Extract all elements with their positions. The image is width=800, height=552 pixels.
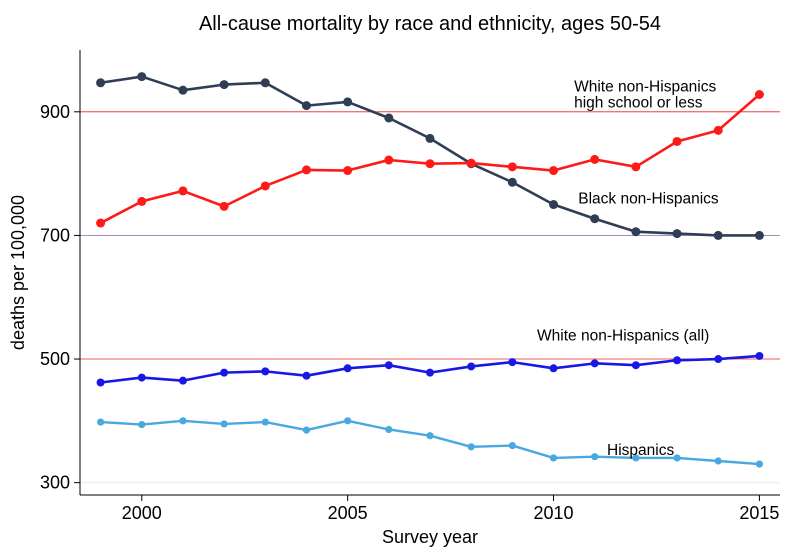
marker-black-non-hispanics bbox=[426, 134, 435, 143]
marker-hispanics bbox=[591, 453, 598, 460]
marker-white-non-hispanics-all bbox=[261, 367, 269, 375]
marker-hispanics bbox=[385, 426, 392, 433]
y-tick-label: 700 bbox=[40, 225, 70, 245]
marker-black-non-hispanics bbox=[178, 86, 187, 95]
marker-white-non-hispanics-all bbox=[385, 361, 393, 369]
marker-white-non-hispanics-all bbox=[426, 369, 434, 377]
x-tick-label: 2015 bbox=[739, 503, 779, 523]
marker-white-non-hispanics-all bbox=[467, 362, 475, 370]
y-tick-label: 300 bbox=[40, 473, 70, 493]
marker-black-non-hispanics bbox=[220, 80, 229, 89]
marker-white-non-hispanics-all bbox=[138, 374, 146, 382]
marker-white-non-hispanics-hs bbox=[631, 162, 640, 171]
marker-white-non-hispanics-hs bbox=[220, 202, 229, 211]
mortality-line-chart: 2000 2005 2010 2015 300 500 700 900 All-cause … bbox=[0, 0, 800, 552]
marker-white-non-hispanics-all bbox=[302, 372, 310, 380]
label-hispanics: Hispanics bbox=[607, 442, 674, 459]
marker-hispanics bbox=[179, 417, 186, 424]
marker-white-non-hispanics-hs bbox=[302, 165, 311, 174]
marker-white-non-hispanics-hs bbox=[467, 159, 476, 168]
marker-white-non-hispanics-hs bbox=[714, 126, 723, 135]
marker-white-non-hispanics-hs bbox=[426, 159, 435, 168]
marker-white-non-hispanics-hs bbox=[178, 186, 187, 195]
marker-black-non-hispanics bbox=[549, 200, 558, 209]
x-tick-label: 2000 bbox=[122, 503, 162, 523]
marker-hispanics bbox=[138, 421, 145, 428]
marker-white-non-hispanics-all bbox=[591, 359, 599, 367]
marker-hispanics bbox=[509, 442, 516, 449]
marker-black-non-hispanics bbox=[590, 214, 599, 223]
marker-white-non-hispanics-hs bbox=[96, 219, 105, 228]
marker-white-non-hispanics-hs bbox=[261, 181, 270, 190]
marker-white-non-hispanics-hs bbox=[137, 197, 146, 206]
marker-white-non-hispanics-all bbox=[97, 379, 105, 387]
y-tick-label: 500 bbox=[40, 349, 70, 369]
marker-white-non-hispanics-hs bbox=[590, 155, 599, 164]
y-axis-label: deaths per 100,000 bbox=[8, 195, 28, 350]
marker-hispanics bbox=[221, 420, 228, 427]
marker-black-non-hispanics bbox=[302, 101, 311, 110]
marker-black-non-hispanics bbox=[631, 227, 640, 236]
x-axis: 2000 2005 2010 2015 bbox=[80, 495, 780, 523]
x-axis-label: Survey year bbox=[382, 527, 478, 547]
label-black-non-hispanics: Black non-Hispanics bbox=[578, 190, 719, 207]
marker-hispanics bbox=[715, 457, 722, 464]
marker-black-non-hispanics bbox=[714, 231, 723, 240]
marker-hispanics bbox=[262, 418, 269, 425]
chart-svg: 2000 2005 2010 2015 300 500 700 900 All-cause … bbox=[0, 0, 800, 552]
marker-white-non-hispanics-all bbox=[755, 352, 763, 360]
marker-hispanics bbox=[344, 417, 351, 424]
marker-black-non-hispanics bbox=[508, 178, 517, 187]
y-tick-label: 900 bbox=[40, 102, 70, 122]
marker-hispanics bbox=[426, 432, 433, 439]
marker-white-non-hispanics-hs bbox=[549, 166, 558, 175]
marker-black-non-hispanics bbox=[755, 231, 764, 240]
marker-white-non-hispanics-hs bbox=[755, 90, 764, 99]
label-white-non-hispanics-all: White non-Hispanics (all) bbox=[537, 327, 709, 344]
marker-hispanics bbox=[756, 460, 763, 467]
x-tick-label: 2010 bbox=[534, 503, 574, 523]
label-white-non-hispanics-hs: White non-Hispanicshigh school or less bbox=[574, 78, 716, 111]
marker-white-non-hispanics-all bbox=[632, 361, 640, 369]
marker-black-non-hispanics bbox=[96, 78, 105, 87]
marker-hispanics bbox=[97, 418, 104, 425]
marker-white-non-hispanics-all bbox=[550, 364, 558, 372]
marker-white-non-hispanics-all bbox=[714, 355, 722, 363]
marker-black-non-hispanics bbox=[343, 97, 352, 106]
marker-hispanics bbox=[673, 454, 680, 461]
marker-white-non-hispanics-hs bbox=[343, 166, 352, 175]
marker-white-non-hispanics-all bbox=[220, 369, 228, 377]
marker-hispanics bbox=[468, 443, 475, 450]
marker-black-non-hispanics bbox=[137, 72, 146, 81]
marker-white-non-hispanics-hs bbox=[508, 162, 517, 171]
marker-white-non-hispanics-all bbox=[508, 358, 516, 366]
marker-white-non-hispanics-hs bbox=[384, 156, 393, 165]
marker-white-non-hispanics-hs bbox=[673, 137, 682, 146]
marker-hispanics bbox=[550, 454, 557, 461]
marker-black-non-hispanics bbox=[673, 229, 682, 238]
marker-black-non-hispanics bbox=[261, 78, 270, 87]
marker-white-non-hispanics-all bbox=[673, 356, 681, 364]
marker-black-non-hispanics bbox=[384, 113, 393, 122]
marker-hispanics bbox=[303, 427, 310, 434]
marker-white-non-hispanics-all bbox=[344, 364, 352, 372]
x-tick-label: 2005 bbox=[328, 503, 368, 523]
plot-area bbox=[80, 50, 780, 495]
chart-title: All-cause mortality by race and ethnicit… bbox=[199, 13, 661, 35]
y-axis: 300 500 700 900 bbox=[40, 50, 80, 495]
marker-white-non-hispanics-all bbox=[179, 377, 187, 385]
